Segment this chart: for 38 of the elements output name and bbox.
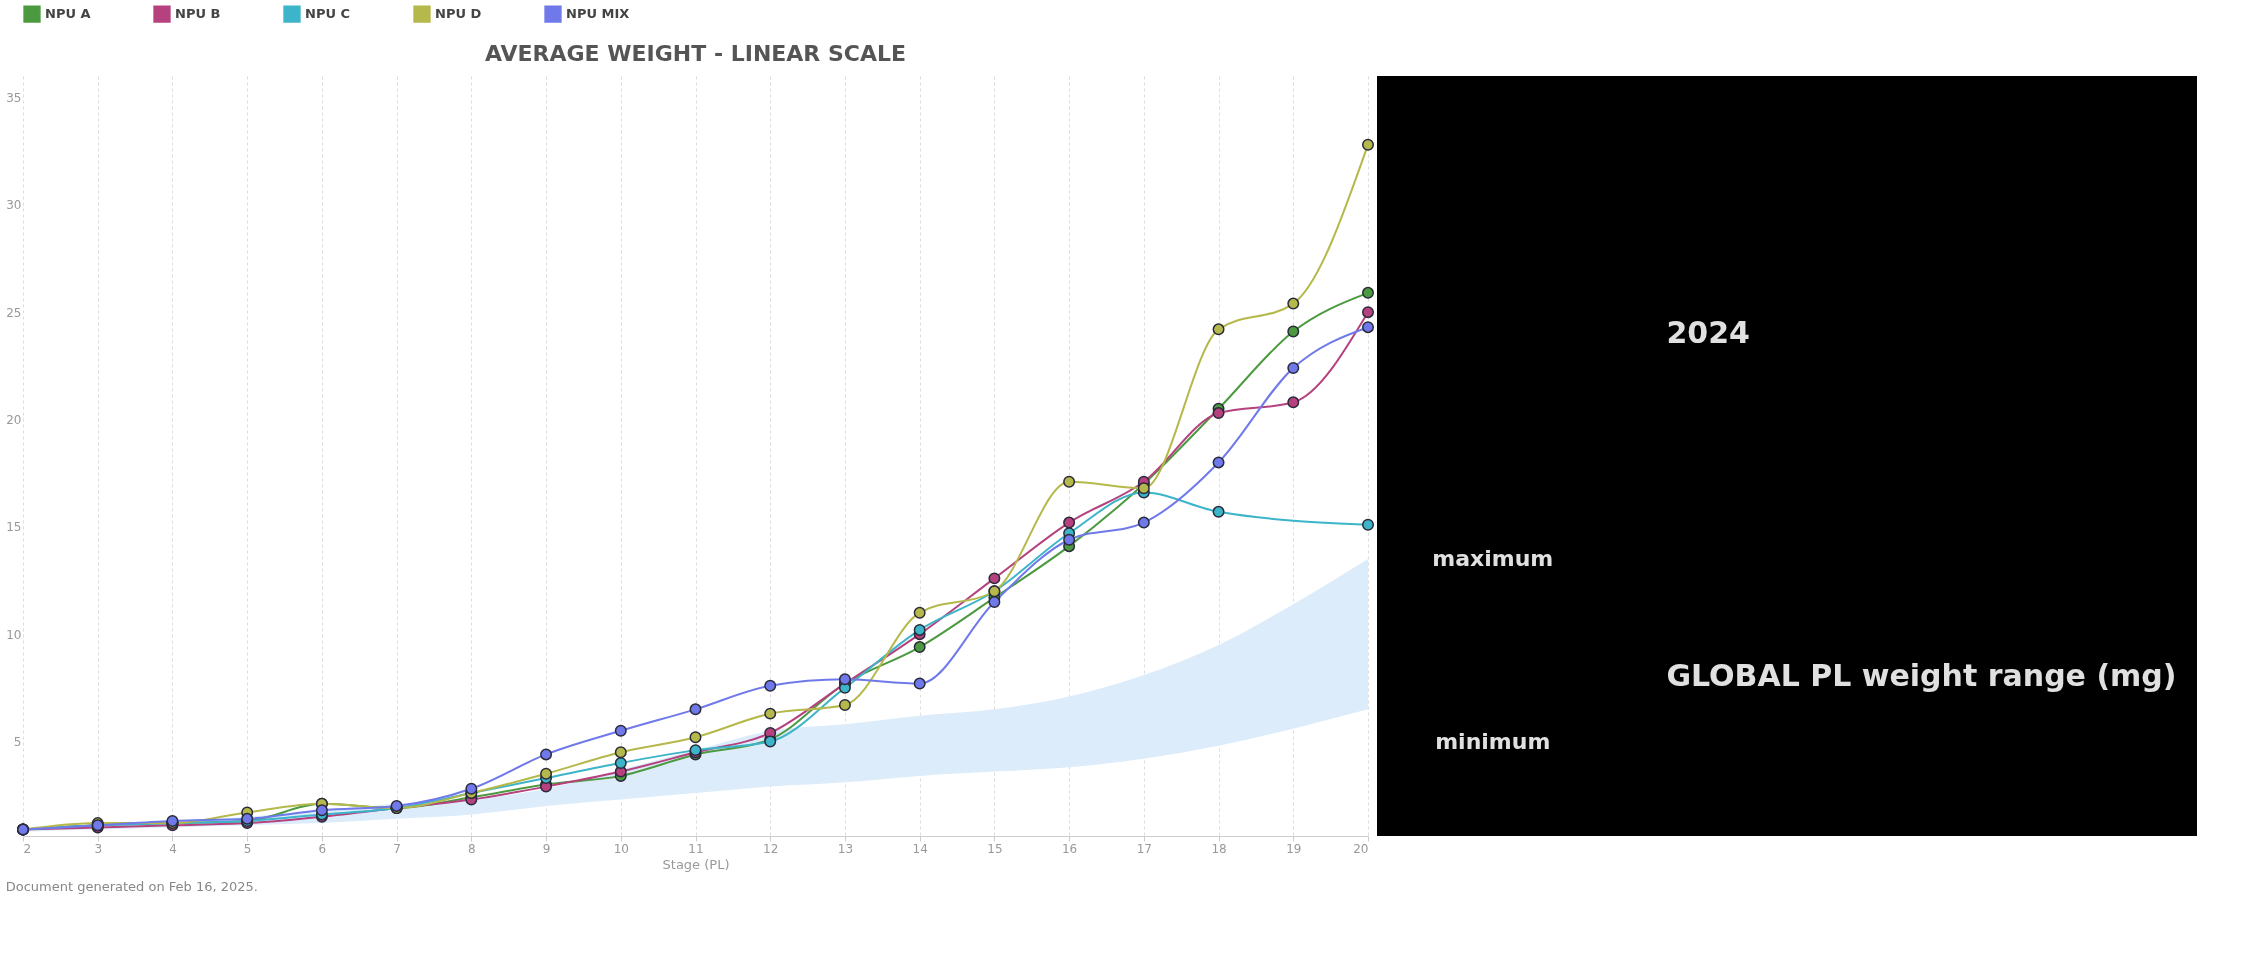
chart-title: AVERAGE WEIGHT - LINEAR SCALE bbox=[484, 41, 907, 66]
x-tick-label: 10 bbox=[613, 841, 629, 856]
y-tick-label: 25 bbox=[6, 305, 22, 320]
x-tick-label: 3 bbox=[94, 841, 103, 856]
x-tick-label: 5 bbox=[243, 841, 252, 856]
text: GLOBAL PL weight range (mg) bbox=[1666, 658, 2177, 694]
legend-label: NPU A bbox=[45, 6, 91, 22]
x-tick-label: 12 bbox=[763, 841, 779, 856]
x-tick-label: 18 bbox=[1211, 841, 1227, 856]
legend-label: NPU B bbox=[175, 6, 221, 22]
x-tick-label: 6 bbox=[318, 841, 327, 856]
x-tick-label: 20 bbox=[1353, 841, 1369, 856]
x-tick-label: 8 bbox=[468, 841, 476, 856]
y-tick-label: 5 bbox=[13, 735, 22, 750]
legend-label: NPU C bbox=[305, 6, 351, 22]
x-tick-label: 16 bbox=[1061, 841, 1078, 856]
x-tick-label: 17 bbox=[1136, 841, 1152, 856]
y-tick-label: 20 bbox=[6, 413, 22, 427]
y-tick-label: 35 bbox=[6, 90, 22, 105]
x-tick-label: 11 bbox=[688, 841, 704, 856]
text: 2024 bbox=[1666, 314, 1750, 350]
x-tick-label: 13 bbox=[837, 841, 854, 856]
x-tick-label: 2 bbox=[23, 841, 32, 856]
x-tick-label: 7 bbox=[393, 841, 401, 856]
y-tick-label: 30 bbox=[6, 198, 22, 213]
x-tick-label: 14 bbox=[912, 841, 928, 856]
x-tick-label: 19 bbox=[1286, 841, 1302, 856]
x-tick-label: 4 bbox=[169, 841, 177, 856]
text: Document generated on Feb 16, 2025. bbox=[5, 879, 258, 894]
text: minimum bbox=[1435, 728, 1551, 754]
y-tick-label: 15 bbox=[6, 520, 22, 535]
x-axis-title: Stage (PL) bbox=[662, 856, 730, 872]
x-tick-label: 15 bbox=[987, 841, 1003, 856]
y-tick-label: 10 bbox=[6, 627, 22, 642]
legend-label: NPU MIX bbox=[566, 6, 630, 22]
legend-label: NPU D bbox=[435, 6, 482, 22]
text: maximum bbox=[1432, 546, 1554, 572]
x-tick-label: 9 bbox=[542, 841, 551, 856]
